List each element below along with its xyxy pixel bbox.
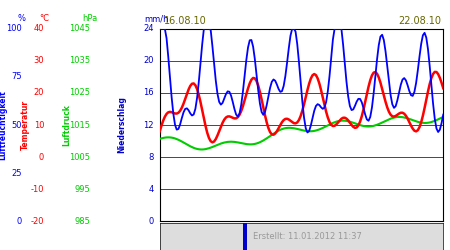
Text: 995: 995	[74, 185, 90, 194]
Text: Erstellt: 11.01.2012 11:37: Erstellt: 11.01.2012 11:37	[253, 232, 362, 241]
Text: 20: 20	[34, 88, 44, 98]
Text: 4: 4	[148, 185, 154, 194]
Text: 25: 25	[11, 168, 22, 177]
Text: 1015: 1015	[69, 120, 90, 130]
Text: 1025: 1025	[69, 88, 90, 98]
Text: 0: 0	[39, 152, 44, 162]
Text: 24: 24	[144, 24, 154, 33]
Text: hPa: hPa	[82, 14, 98, 23]
Text: 985: 985	[74, 217, 90, 226]
Text: mm/h: mm/h	[144, 14, 168, 23]
Text: Luftdruck: Luftdruck	[62, 104, 71, 146]
Text: 1045: 1045	[69, 24, 90, 33]
Bar	[243, 222, 247, 250]
Text: 10: 10	[34, 120, 44, 130]
Text: 16: 16	[143, 88, 154, 98]
Text: 0: 0	[148, 217, 154, 226]
Text: 22.08.10: 22.08.10	[398, 16, 441, 26]
Text: 8: 8	[148, 152, 154, 162]
Text: 50: 50	[11, 120, 22, 130]
Text: 100: 100	[6, 24, 22, 33]
Text: %: %	[18, 14, 26, 23]
Text: 1035: 1035	[69, 56, 90, 65]
Text: 16.08.10: 16.08.10	[164, 16, 207, 26]
Text: -10: -10	[31, 185, 44, 194]
Text: 20: 20	[144, 56, 154, 65]
Text: 1005: 1005	[69, 152, 90, 162]
Text: 0: 0	[16, 217, 22, 226]
Text: -20: -20	[31, 217, 44, 226]
Text: 12: 12	[144, 120, 154, 130]
Text: Temperatur: Temperatur	[21, 100, 30, 150]
Text: °C: °C	[39, 14, 49, 23]
Text: Niederschlag: Niederschlag	[117, 96, 126, 154]
Text: 40: 40	[34, 24, 44, 33]
Text: 75: 75	[11, 72, 22, 82]
Text: 30: 30	[33, 56, 44, 65]
Text: Luftfeuchtigkeit: Luftfeuchtigkeit	[0, 90, 7, 160]
